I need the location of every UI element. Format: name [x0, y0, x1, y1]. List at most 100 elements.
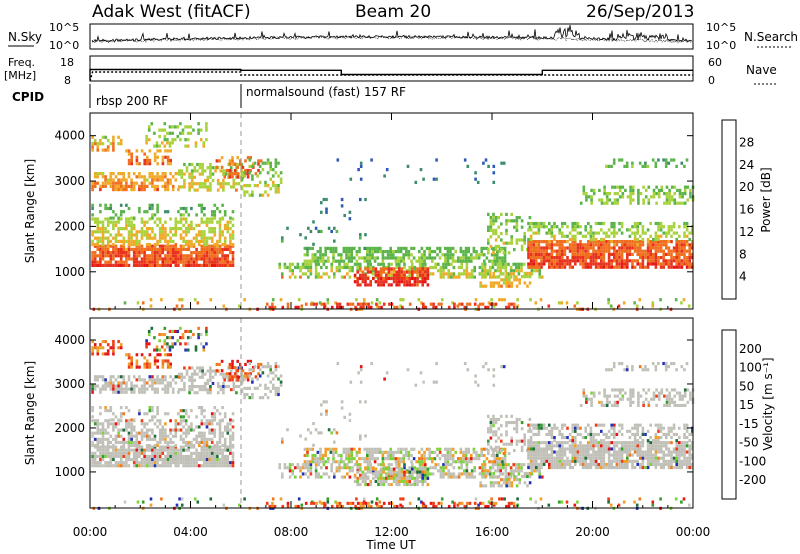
- velocity-cell: [112, 422, 115, 426]
- power-cell: [138, 175, 141, 179]
- power-cell: [366, 283, 370, 287]
- nave-label: Nave: [746, 63, 777, 77]
- power-cell: [291, 269, 294, 273]
- power-cell: [631, 243, 634, 247]
- velocity-cell: [169, 375, 172, 379]
- velocity-cell: [216, 451, 219, 455]
- power-cell: [349, 302, 352, 306]
- velocity-cell: [222, 388, 225, 392]
- power-cell: [664, 161, 668, 165]
- power-cell: [616, 185, 619, 189]
- velocity-cell: [366, 457, 369, 461]
- velocity-cell: [379, 463, 383, 467]
- power-cell: [125, 178, 128, 182]
- velocity-cell: [190, 366, 194, 370]
- velocity-cell: [135, 458, 139, 462]
- power-cell: [566, 240, 569, 244]
- power-cell: [158, 217, 162, 221]
- power-cell: [520, 225, 524, 229]
- power-cell: [369, 283, 372, 287]
- velocity-cell: [431, 450, 434, 454]
- power-cell: [473, 265, 476, 270]
- velocity-cell: [496, 453, 499, 458]
- power-cell: [585, 192, 588, 196]
- power-y-tick-label: 1000: [54, 265, 85, 279]
- power-cell: [153, 158, 157, 163]
- power-cell: [138, 162, 141, 166]
- velocity-cell: [269, 365, 272, 369]
- velocity-cell: [174, 422, 178, 426]
- velocity-cell: [402, 460, 405, 464]
- velocity-cell: [418, 470, 422, 474]
- power-cell: [269, 177, 272, 181]
- power-cell: [334, 246, 338, 250]
- velocity-cell: [533, 469, 536, 473]
- power-cell: [568, 243, 572, 247]
- power-cell: [223, 223, 227, 227]
- velocity-cell: [330, 466, 333, 470]
- velocity-cell: [119, 448, 123, 452]
- power-cell: [244, 159, 247, 163]
- velocity-cell: [241, 369, 245, 373]
- velocity-cell: [135, 454, 139, 459]
- power-cell: [143, 178, 146, 182]
- power-cell: [151, 230, 154, 234]
- velocity-cell: [321, 457, 325, 461]
- velocity-cell: [332, 457, 335, 461]
- power-cell: [99, 172, 102, 176]
- power-cell: [629, 195, 632, 199]
- power-cell: [125, 260, 128, 264]
- power-cell: [179, 247, 183, 251]
- power-cell: [252, 162, 255, 166]
- velocity-cell: [182, 440, 185, 445]
- velocity-cell: [138, 412, 141, 416]
- power-cell: [200, 206, 204, 211]
- velocity-cell: [203, 437, 206, 441]
- power-cell: [174, 254, 178, 258]
- power-cell: [405, 276, 409, 281]
- velocity-cell: [274, 386, 278, 390]
- velocity-cell: [143, 451, 146, 455]
- power-cell: [294, 265, 297, 270]
- power-cell: [183, 182, 186, 186]
- velocity-cell: [195, 415, 198, 419]
- power-cell: [463, 158, 467, 162]
- power-cell: [641, 243, 645, 247]
- velocity-cell: [421, 476, 424, 480]
- power-cell: [429, 302, 433, 306]
- velocity-cell: [125, 390, 128, 394]
- power-cell: [392, 253, 395, 257]
- power-cell: [649, 252, 652, 256]
- power-cell: [119, 257, 123, 261]
- power-cell: [513, 275, 516, 279]
- velocity-cell: [197, 434, 201, 438]
- velocity-cell: [493, 453, 496, 458]
- power-cell: [371, 246, 374, 250]
- velocity-cell: [203, 385, 207, 389]
- power-cell: [122, 172, 126, 176]
- power-cell: [652, 188, 656, 192]
- velocity-cell: [395, 470, 398, 474]
- velocity-cell: [182, 419, 185, 423]
- power-cell: [130, 158, 133, 163]
- velocity-cell: [156, 412, 159, 416]
- velocity-cell: [208, 464, 211, 468]
- velocity-cell: [179, 461, 183, 465]
- power-cell: [561, 256, 564, 260]
- power-cell: [210, 213, 214, 217]
- power-cell: [576, 225, 580, 229]
- power-cell: [195, 236, 198, 240]
- power-cell: [327, 259, 330, 263]
- velocity-cell: [327, 428, 331, 432]
- power-cell: [610, 246, 613, 250]
- power-cell: [231, 210, 235, 214]
- velocity-cell: [169, 461, 172, 465]
- velocity-cell: [226, 428, 230, 432]
- power-cell: [177, 254, 180, 258]
- velocity-cell: [314, 453, 317, 458]
- power-cell: [507, 241, 511, 245]
- power-cell: [130, 220, 133, 224]
- velocity-cell: [483, 460, 486, 464]
- power-cell: [366, 270, 370, 274]
- velocity-cell: [174, 431, 178, 435]
